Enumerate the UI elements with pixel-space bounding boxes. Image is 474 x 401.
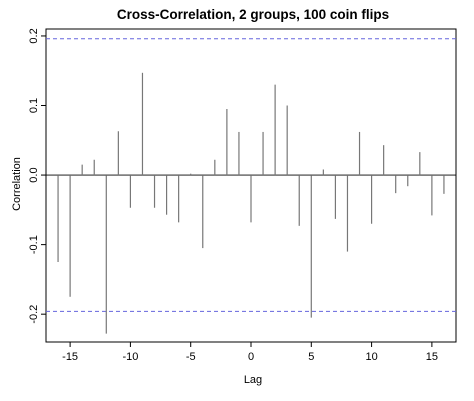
y-axis-label: Correlation: [11, 157, 23, 211]
x-tick-label: 0: [248, 351, 254, 363]
y-tick-label: 0.0: [28, 167, 40, 182]
y-tick-label: -0.1: [28, 235, 40, 254]
y-tick-label: -0.2: [28, 305, 40, 324]
x-axis-label: Lag: [244, 374, 262, 386]
x-tick-label: -5: [186, 351, 196, 363]
plot-area: -15 -10 -5 0 5 10 15 -0.2 -0.1 0.0 0.1 0.2: [28, 28, 457, 363]
x-tick-label: -10: [122, 351, 138, 363]
x-tick-label: 15: [426, 351, 438, 363]
x-tick-label: -15: [62, 351, 78, 363]
y-tick-label: 0.2: [28, 28, 40, 43]
x-tick-label: 10: [365, 351, 377, 363]
x-tick-label: 5: [308, 351, 314, 363]
chart-title: Cross-Correlation, 2 groups, 100 coin fl…: [117, 7, 389, 22]
y-tick-label: 0.1: [28, 98, 40, 113]
